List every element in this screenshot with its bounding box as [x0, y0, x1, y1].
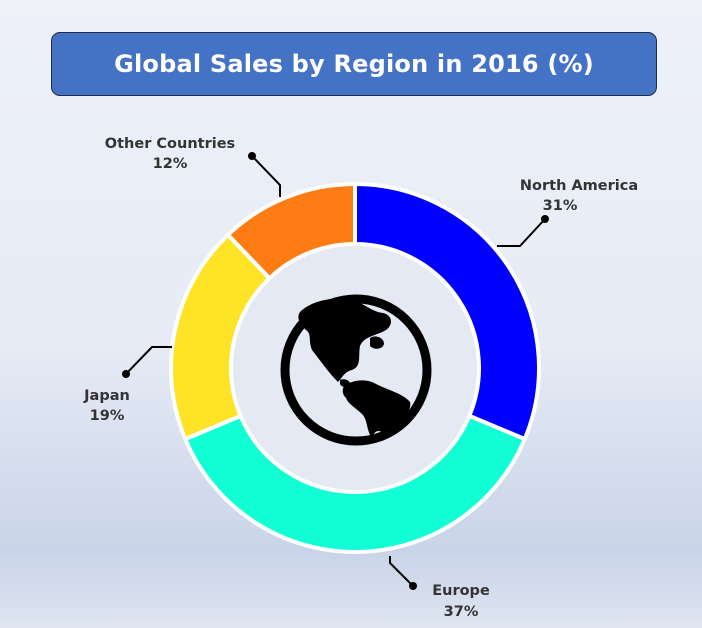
slice-value-europe: 37%: [444, 604, 479, 620]
leader-line-north-america: [497, 218, 546, 247]
leader-lines: [122, 152, 549, 590]
leader-dot-japan: [122, 370, 130, 378]
donut-slices: [169, 181, 541, 554]
slice-value-japan: 19%: [90, 408, 125, 424]
donut-slice-north-america: [353, 181, 541, 442]
leader-line-europe: [389, 556, 414, 587]
donut-slice-europe: [182, 413, 528, 554]
leader-dot-europe: [409, 582, 417, 590]
slice-value-other-countries: 12%: [153, 156, 188, 172]
slice-value-north-america: 31%: [543, 198, 578, 214]
leader-dot-other-countries: [248, 152, 256, 160]
slice-label-other-countries: Other Countries: [105, 136, 235, 152]
globe-americas-icon: [280, 294, 432, 446]
slice-label-europe: Europe: [432, 583, 490, 599]
slice-label-north-america: North America: [520, 178, 638, 194]
donut-slice-other-countries: [225, 181, 357, 282]
leader-line-other-countries: [251, 155, 281, 197]
slice-label-japan: Japan: [83, 388, 130, 404]
chart-title: Global Sales by Region in 2016 (%): [114, 50, 594, 78]
chart-title-banner: Global Sales by Region in 2016 (%): [51, 32, 657, 96]
leader-dot-north-america: [541, 215, 549, 223]
leader-line-japan: [125, 346, 172, 375]
